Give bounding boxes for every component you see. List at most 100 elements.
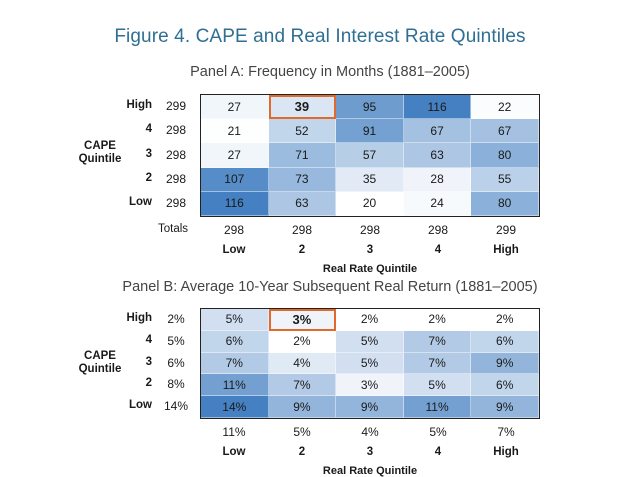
- heatmap-cell: 9%: [268, 396, 337, 418]
- col-total-a-1: 298: [291, 223, 313, 237]
- heatmap-cell: 4%: [268, 352, 337, 375]
- heatmap-cell: 35: [336, 167, 404, 192]
- row-total-a-3: 298: [165, 171, 187, 186]
- panel-a-title: Panel A: Frequency in Months (1881–2005): [190, 64, 470, 80]
- heatmap-cell: 9%: [471, 352, 539, 375]
- y-axis-label-b: CAPE Quintile: [78, 349, 122, 375]
- heatmap-cell: 80: [471, 143, 539, 168]
- col-total-b-3: 5%: [429, 425, 447, 439]
- heatmap-cell: 63: [268, 191, 337, 216]
- heatmap-cell: 27: [201, 95, 269, 120]
- col-total-b-4: 7%: [497, 425, 515, 439]
- col-label-b-4: High: [493, 446, 519, 458]
- heatmap-cell: 6%: [201, 330, 269, 353]
- heatmap-cell: 6%: [471, 374, 539, 397]
- col-total-b-0: 11%: [222, 425, 246, 439]
- row-label-b-3: 2: [145, 377, 152, 390]
- heatmap-cell: 3%: [336, 374, 404, 397]
- heatmap-cell: 91: [336, 119, 404, 144]
- heatmap-cell: 67: [403, 119, 472, 144]
- heatmap-cell: 55: [471, 167, 539, 192]
- heatmap-cell: 95: [336, 95, 404, 120]
- heatmap-cell: 5%: [336, 330, 404, 353]
- heatmap-cell: 2%: [268, 330, 337, 353]
- row-label-b-4: Low: [129, 399, 152, 412]
- row-label-b-1: 4: [145, 333, 152, 346]
- totals-label-a: Totals: [158, 223, 189, 235]
- col-label-a-3: 4: [434, 244, 442, 256]
- x-axis-label-a: Real Rate Quintile: [322, 263, 418, 275]
- heatmap-cell: 71: [268, 143, 337, 168]
- heatmap-cell: 20: [336, 191, 404, 216]
- row-total-b-0: 2%: [167, 311, 185, 326]
- heatmap-cell: 6%: [471, 330, 539, 353]
- heatmap-cell: 107: [201, 167, 269, 192]
- col-label-a-1: 2: [298, 244, 306, 256]
- heatmap-cell: 7%: [201, 352, 269, 375]
- heatmap-cell: 11%: [403, 396, 472, 418]
- row-total-a-0: 299: [165, 99, 187, 114]
- heatmap-cell: 11%: [201, 374, 269, 397]
- x-axis-label-b: Real Rate Quintile: [322, 465, 418, 477]
- heatmap-cell: 9%: [471, 396, 539, 418]
- col-total-a-4: 299: [495, 223, 517, 237]
- col-label-b-1: 2: [298, 446, 306, 458]
- col-total-b-2: 4%: [361, 425, 379, 439]
- row-total-a-2: 298: [165, 147, 187, 162]
- heatmap-cell: 21: [201, 119, 269, 144]
- heatmap-cell: 14%: [201, 396, 269, 418]
- heatmap-cell: 73: [268, 167, 337, 192]
- heatmap-cell: 116: [403, 95, 472, 120]
- row-label-b-0: High: [126, 311, 152, 324]
- row-total-b-3: 8%: [167, 377, 185, 392]
- heatmap-cell: 2%: [336, 309, 404, 331]
- col-label-b-3: 4: [434, 446, 442, 458]
- heatmap-cell: 39: [268, 95, 337, 120]
- row-label-a-2: 3: [145, 147, 152, 160]
- panel-b-title: Panel B: Average 10-Year Subsequent Real…: [122, 279, 538, 295]
- heatmap-cell: 80: [471, 191, 539, 216]
- heatmap-cell: 5%: [336, 352, 404, 375]
- row-label-b-2: 3: [145, 355, 152, 368]
- heatmap-cell: 27: [201, 143, 269, 168]
- row-total-b-1: 5%: [167, 333, 185, 348]
- heatmap-cell: 22: [471, 95, 539, 120]
- heatmap-cell: 7%: [403, 330, 472, 353]
- heatmap-cell: 52: [268, 119, 337, 144]
- heatmap-grid-b: 5% 3% 2% 2% 2% 6% 2% 5% 7% 6% 7% 4% 5% 7% 9% 11% 7% 3% 5% 6…: [200, 308, 540, 419]
- heatmap-cell: 7%: [268, 374, 337, 397]
- y-axis-label-a: CAPE Quintile: [78, 140, 122, 166]
- col-label-a-0: Low: [222, 244, 246, 256]
- row-total-a-1: 298: [165, 123, 187, 138]
- heatmap-cell: 28: [403, 167, 472, 192]
- row-total-b-4: 14%: [163, 399, 189, 414]
- heatmap-cell: 2%: [471, 309, 539, 331]
- heatmap-cell: 24: [403, 191, 472, 216]
- row-label-a-0: High: [126, 99, 152, 112]
- heatmap-cell: 9%: [336, 396, 404, 418]
- heatmap-cell: 5%: [403, 374, 472, 397]
- row-total-a-4: 298: [165, 195, 187, 210]
- heatmap-cell: 57: [336, 143, 404, 168]
- heatmap-grid-a: 27 39 95 116 22 21 52 91 67 67 27 71 57 63 80 107 73 35 28…: [200, 94, 540, 217]
- col-label-b-0: Low: [222, 446, 246, 458]
- heatmap-cell: 67: [471, 119, 539, 144]
- heatmap-cell: 3%: [268, 309, 337, 331]
- col-label-b-2: 3: [366, 446, 374, 458]
- heatmap-cell: 7%: [403, 352, 472, 375]
- row-label-a-1: 4: [145, 123, 152, 136]
- row-total-b-2: 6%: [167, 355, 185, 370]
- col-total-b-1: 5%: [293, 425, 311, 439]
- col-label-a-2: 3: [366, 244, 374, 256]
- row-label-a-4: Low: [129, 195, 152, 208]
- col-total-a-3: 298: [427, 223, 449, 237]
- col-total-a-0: 298: [223, 223, 245, 237]
- col-total-a-2: 298: [359, 223, 381, 237]
- heatmap-cell: 2%: [403, 309, 472, 331]
- heatmap-cell: 63: [403, 143, 472, 168]
- heatmap-cell: 5%: [201, 309, 269, 331]
- figure-title: Figure 4. CAPE and Real Interest Rate Qu…: [114, 26, 526, 47]
- col-label-a-4: High: [493, 244, 519, 256]
- row-label-a-3: 2: [145, 171, 152, 184]
- heatmap-cell: 116: [201, 191, 269, 216]
